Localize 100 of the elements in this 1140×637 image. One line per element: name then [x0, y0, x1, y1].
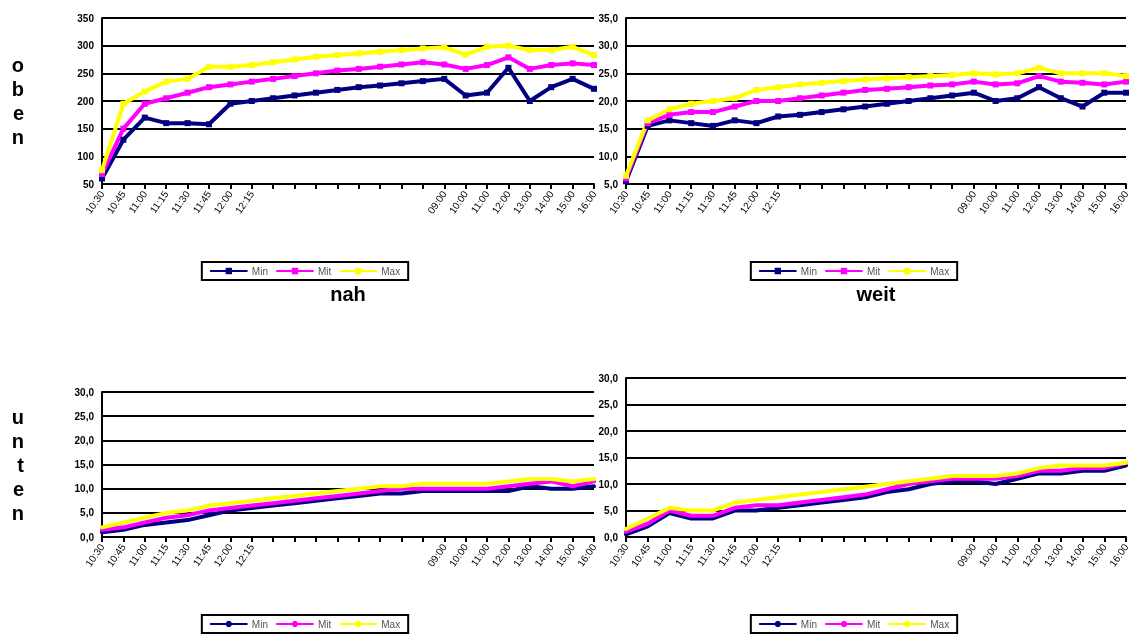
point: [927, 95, 934, 102]
point: [688, 100, 695, 107]
point: [419, 59, 426, 66]
point: [1079, 70, 1086, 77]
point: [462, 51, 469, 58]
point: [1123, 73, 1129, 80]
point: [484, 43, 491, 50]
point: [840, 89, 847, 96]
point: [163, 120, 170, 127]
y-axis-title: unten: [11, 405, 25, 524]
point: [1057, 78, 1064, 85]
y-tick-label: 5,0: [604, 178, 619, 190]
point: [775, 98, 782, 104]
point: [398, 61, 405, 68]
y-tick-label: 100: [77, 150, 95, 162]
point: [840, 78, 847, 85]
point: [1079, 79, 1086, 86]
point: [796, 81, 803, 88]
legend-label: Max: [381, 618, 401, 630]
point: [227, 81, 234, 88]
point: [548, 84, 555, 91]
point: [862, 103, 869, 110]
point: [248, 78, 255, 85]
point: [970, 70, 977, 77]
point: [484, 89, 491, 96]
y-tick-label: 25,0: [598, 67, 619, 79]
y-tick-label: 50: [82, 178, 95, 190]
point: [270, 95, 277, 102]
y-tick-label: 10,0: [598, 150, 619, 162]
point: [291, 56, 298, 63]
legend-label: Mit: [866, 265, 881, 277]
point: [355, 84, 362, 91]
legend-label: Min: [800, 265, 817, 277]
legend-label: Max: [381, 265, 401, 277]
point: [905, 98, 912, 104]
point: [355, 65, 362, 72]
point: [992, 98, 999, 104]
y-tick-label: 200: [77, 95, 95, 107]
point: [334, 86, 341, 93]
point: [1057, 70, 1064, 77]
point: [927, 73, 934, 80]
point: [949, 81, 956, 88]
point: [120, 136, 127, 143]
point: [248, 62, 255, 69]
point: [312, 89, 319, 96]
point: [484, 62, 491, 69]
point: [949, 92, 956, 99]
point: [141, 100, 148, 107]
point: [591, 52, 597, 59]
x-axis-title: nah: [330, 283, 366, 305]
point: [666, 111, 673, 118]
legend-label: Mit: [866, 618, 881, 630]
y-tick-label: 10,0: [74, 483, 95, 495]
point: [184, 75, 191, 82]
point: [377, 82, 384, 89]
y-tick-label: 30,0: [74, 386, 95, 398]
point: [227, 100, 234, 107]
y-axis-title: oben: [11, 54, 24, 148]
point: [441, 61, 448, 68]
y-tick-label: 350: [77, 12, 95, 24]
point: [569, 75, 576, 82]
y-tick-label: 5,0: [604, 505, 619, 516]
point: [775, 84, 782, 91]
point: [270, 59, 277, 66]
point: [818, 109, 825, 116]
y-tick-label: 20,0: [74, 434, 95, 446]
point: [120, 100, 127, 107]
y-tick-label: 5,0: [80, 507, 95, 519]
point: [970, 78, 977, 85]
point: [526, 65, 533, 72]
point: [1014, 95, 1021, 102]
point: [141, 88, 148, 95]
legend-label: Min: [251, 265, 268, 277]
y-tick-label: 0,0: [80, 531, 95, 543]
point: [709, 98, 716, 104]
y-tick-label: 30,0: [598, 40, 619, 52]
point: [1036, 64, 1043, 71]
point: [334, 67, 341, 74]
point: [1057, 95, 1064, 102]
point: [441, 75, 448, 82]
point: [548, 47, 555, 54]
y-tick-label: 35,0: [598, 12, 619, 24]
point: [163, 95, 170, 102]
point: [970, 89, 977, 96]
point: [818, 79, 825, 86]
point: [141, 114, 148, 121]
point: [949, 71, 956, 78]
point: [1123, 78, 1129, 85]
point: [419, 78, 426, 85]
point: [992, 71, 999, 78]
point: [796, 111, 803, 118]
point: [775, 113, 782, 120]
point: [505, 42, 512, 49]
point: [1014, 70, 1021, 77]
point: [248, 98, 255, 104]
point: [796, 95, 803, 102]
point: [1101, 81, 1108, 88]
y-tick-label: 20,0: [598, 425, 619, 437]
point: [1123, 89, 1129, 96]
point: [462, 65, 469, 72]
